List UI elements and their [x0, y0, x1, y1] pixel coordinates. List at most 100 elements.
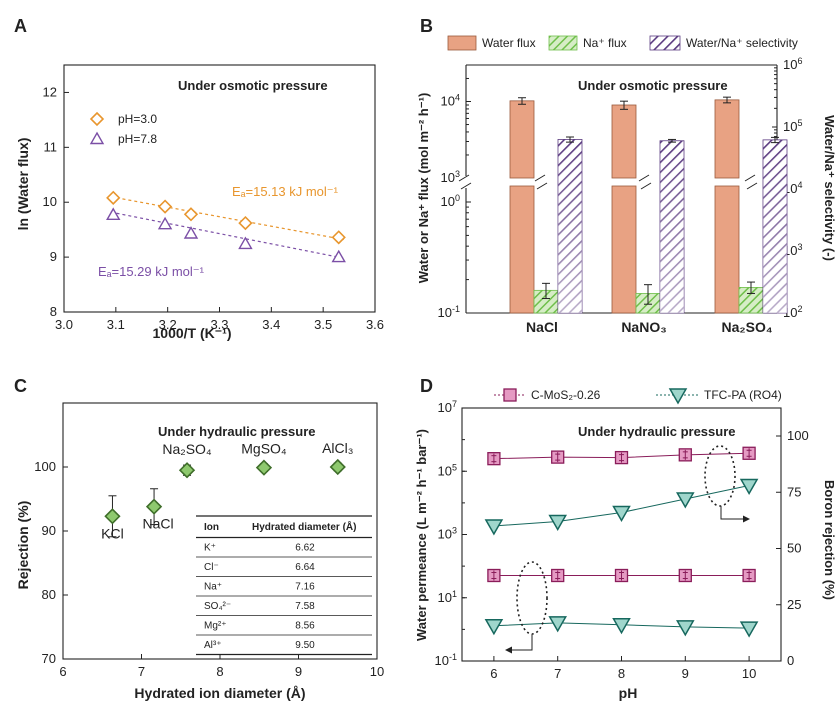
panel-label-a: A	[14, 16, 27, 36]
panel-d-point-tfc-boron	[484, 519, 504, 536]
panel-b-legend-swatch-na	[548, 35, 578, 51]
panel-b-legend-water: Water flux	[482, 36, 536, 50]
panel-a-point-ph78	[183, 226, 199, 239]
panel-a-xlabel: 1000/T (K⁻¹)	[153, 325, 232, 341]
panel-b-ytick-label-left: 103	[441, 169, 460, 185]
panel-c-table-header: Ion	[204, 522, 219, 533]
panel-d-point-tfc-boron	[676, 492, 695, 509]
panel-d-xtick-label: 7	[554, 666, 561, 681]
panel-d-ellipse-right	[704, 445, 736, 507]
panel-c-point-label: AlCl₃	[322, 440, 353, 456]
panel-c-table-diameter: 7.16	[295, 582, 315, 593]
panel-d-point-tfc-permeance	[484, 619, 504, 636]
panel-c-table-diameter: 6.62	[295, 543, 315, 554]
panel-b-break-mark	[744, 174, 756, 182]
panel-d-point-tfc-permeance	[548, 616, 567, 633]
panel-d-ytick-label-left: 101	[438, 589, 457, 605]
panel-label-b: B	[420, 16, 433, 36]
panel-b-legend-selectivity: Water/Na⁺ selectivity	[686, 36, 798, 50]
panel-d-ytick-label-right: 100	[787, 428, 809, 443]
panel-b-ytick-label-left: 104	[441, 92, 460, 108]
panel-b-bar-selectivity-fade	[558, 139, 582, 313]
panel-c-table-diameter: 8.56	[295, 621, 315, 632]
panel-c-point-label: Na₂SO₄	[162, 441, 212, 457]
panel-a-point-ph3	[157, 199, 173, 214]
panel-d-legend-marker-cmos2	[503, 388, 517, 402]
panel-a-ea-purple: Eₐ=15.29 kJ mol⁻¹	[98, 264, 205, 279]
panel-b-ytick-label-left: 100	[441, 193, 460, 209]
panel-a-plot: 3.0 3.1 3.2 3.3 3.4 3.5 3.6 8 9 10 11 12	[43, 64, 384, 332]
panel-a-xtick-label: 3.4	[262, 317, 280, 332]
panel-label-d: D	[420, 376, 433, 396]
panel-d-arrow-right	[720, 506, 744, 520]
panel-c-point-label: NaCl	[142, 516, 173, 532]
panel-c-ytick-label: 70	[42, 651, 56, 666]
panel-a-point-ph3	[183, 207, 199, 222]
panel-c-table-ion: Al³⁺	[204, 640, 222, 651]
panel-d-ylabel-right: Boron rejection (%)	[822, 480, 835, 600]
panel-a-point-ph78	[106, 207, 121, 221]
panel-d-point-tfc-boron	[548, 514, 567, 532]
panel-c-table-ion: Mg²⁺	[204, 621, 227, 632]
panel-b-legend-swatch-selectivity	[649, 35, 681, 51]
panel-b-break-mark	[460, 182, 472, 190]
panel-c-table-header: Hydrated diameter (Å)	[252, 520, 356, 533]
panel-a-ylabel: ln (Water flux)	[15, 138, 31, 231]
panel-a-xtick-label: 3.1	[107, 317, 125, 332]
panel-d-point-tfc-permeance	[739, 621, 759, 638]
panel-c-point-label: MgSO₄	[241, 441, 287, 457]
panel-d-arrowhead-left	[505, 646, 512, 654]
panel-a-ea-orange: Eₐ=15.13 kJ mol⁻¹	[232, 184, 339, 199]
panel-d-ellipse-left	[516, 561, 548, 635]
panel-b-break-mark	[536, 182, 548, 190]
panel-b-ytick-label-left: 10-1	[438, 304, 460, 320]
panel-c-annotation: Under hydraulic pressure	[158, 424, 316, 439]
panel-a-point-ph78	[157, 216, 173, 230]
panel-b-category-label: Na₂SO₄	[721, 319, 772, 335]
panel-c-xtick-label: 9	[295, 664, 302, 679]
panel-c-xtick-label: 6	[59, 664, 66, 679]
panel-d-ytick-label-left: 10-1	[435, 652, 457, 668]
panel-d-xtick-label: 8	[618, 666, 625, 681]
panel-b-legend-na: Na⁺ flux	[583, 36, 627, 50]
panel-d-arrowhead-right	[743, 515, 750, 523]
panel-b-category-label: NaNO₃	[621, 319, 666, 335]
panel-a-ytick-label: 9	[50, 249, 57, 264]
panel-c-point	[104, 508, 121, 525]
panel-c-point	[145, 498, 163, 515]
panel-c-table-ion: K⁺	[204, 543, 216, 554]
panel-d-legend-marker-tfc	[668, 388, 688, 405]
panel-d-ytick-label-left: 103	[438, 526, 457, 542]
panel-d-ytick-label-right: 50	[787, 541, 801, 556]
panel-c-point	[178, 462, 196, 479]
panel-b-annotation: Under osmotic pressure	[578, 78, 728, 93]
panel-a-point-ph3	[331, 230, 346, 245]
panel-d-ytick-label-right: 0	[787, 653, 794, 668]
panel-d-plot: 6 7 8 9 10 10-1 101 103 105 107 0 25 50 75 100	[435, 388, 809, 681]
panel-a-xtick-label: 3.0	[55, 317, 73, 332]
panel-c-table-diameter: 6.64	[295, 562, 315, 573]
panel-c-plot: 6 7 8 9 10 70 80 90 100 KCl NaCl Na₂SO₄ MgSO₄ AlCl₃ Io…	[34, 402, 384, 679]
panel-label-c: C	[14, 376, 27, 396]
panel-c-point-label: KCl	[101, 525, 124, 541]
panel-a-legend-ph78: pH=7.8	[118, 132, 157, 146]
panel-a-point-ph3	[106, 190, 121, 205]
panel-b-ylabel-left: Water or Na⁺ flux (mol m⁻² h⁻¹)	[416, 93, 431, 284]
panel-c-point	[329, 458, 346, 476]
panel-a-fit-line	[110, 196, 345, 241]
panel-b-bar-water	[509, 100, 535, 179]
panel-a-xtick-label: 3.6	[366, 317, 384, 332]
panel-d-point-tfc-permeance	[612, 618, 631, 635]
panel-d-ytick-label-right: 25	[787, 597, 801, 612]
panel-a-xtick-label: 3.2	[159, 317, 177, 332]
panel-d-legend-cmos2: C-MoS₂-0.26	[531, 388, 601, 402]
panel-d-point-tfc-boron	[612, 505, 631, 523]
panel-b-break-mark	[534, 174, 546, 182]
panel-a-ytick-label: 8	[50, 304, 57, 319]
panel-d-ytick-label-left: 105	[438, 462, 457, 478]
panel-c-ytick-label: 100	[34, 459, 56, 474]
panel-b-break-mark	[746, 182, 758, 190]
panel-d-xtick-label: 6	[490, 666, 497, 681]
